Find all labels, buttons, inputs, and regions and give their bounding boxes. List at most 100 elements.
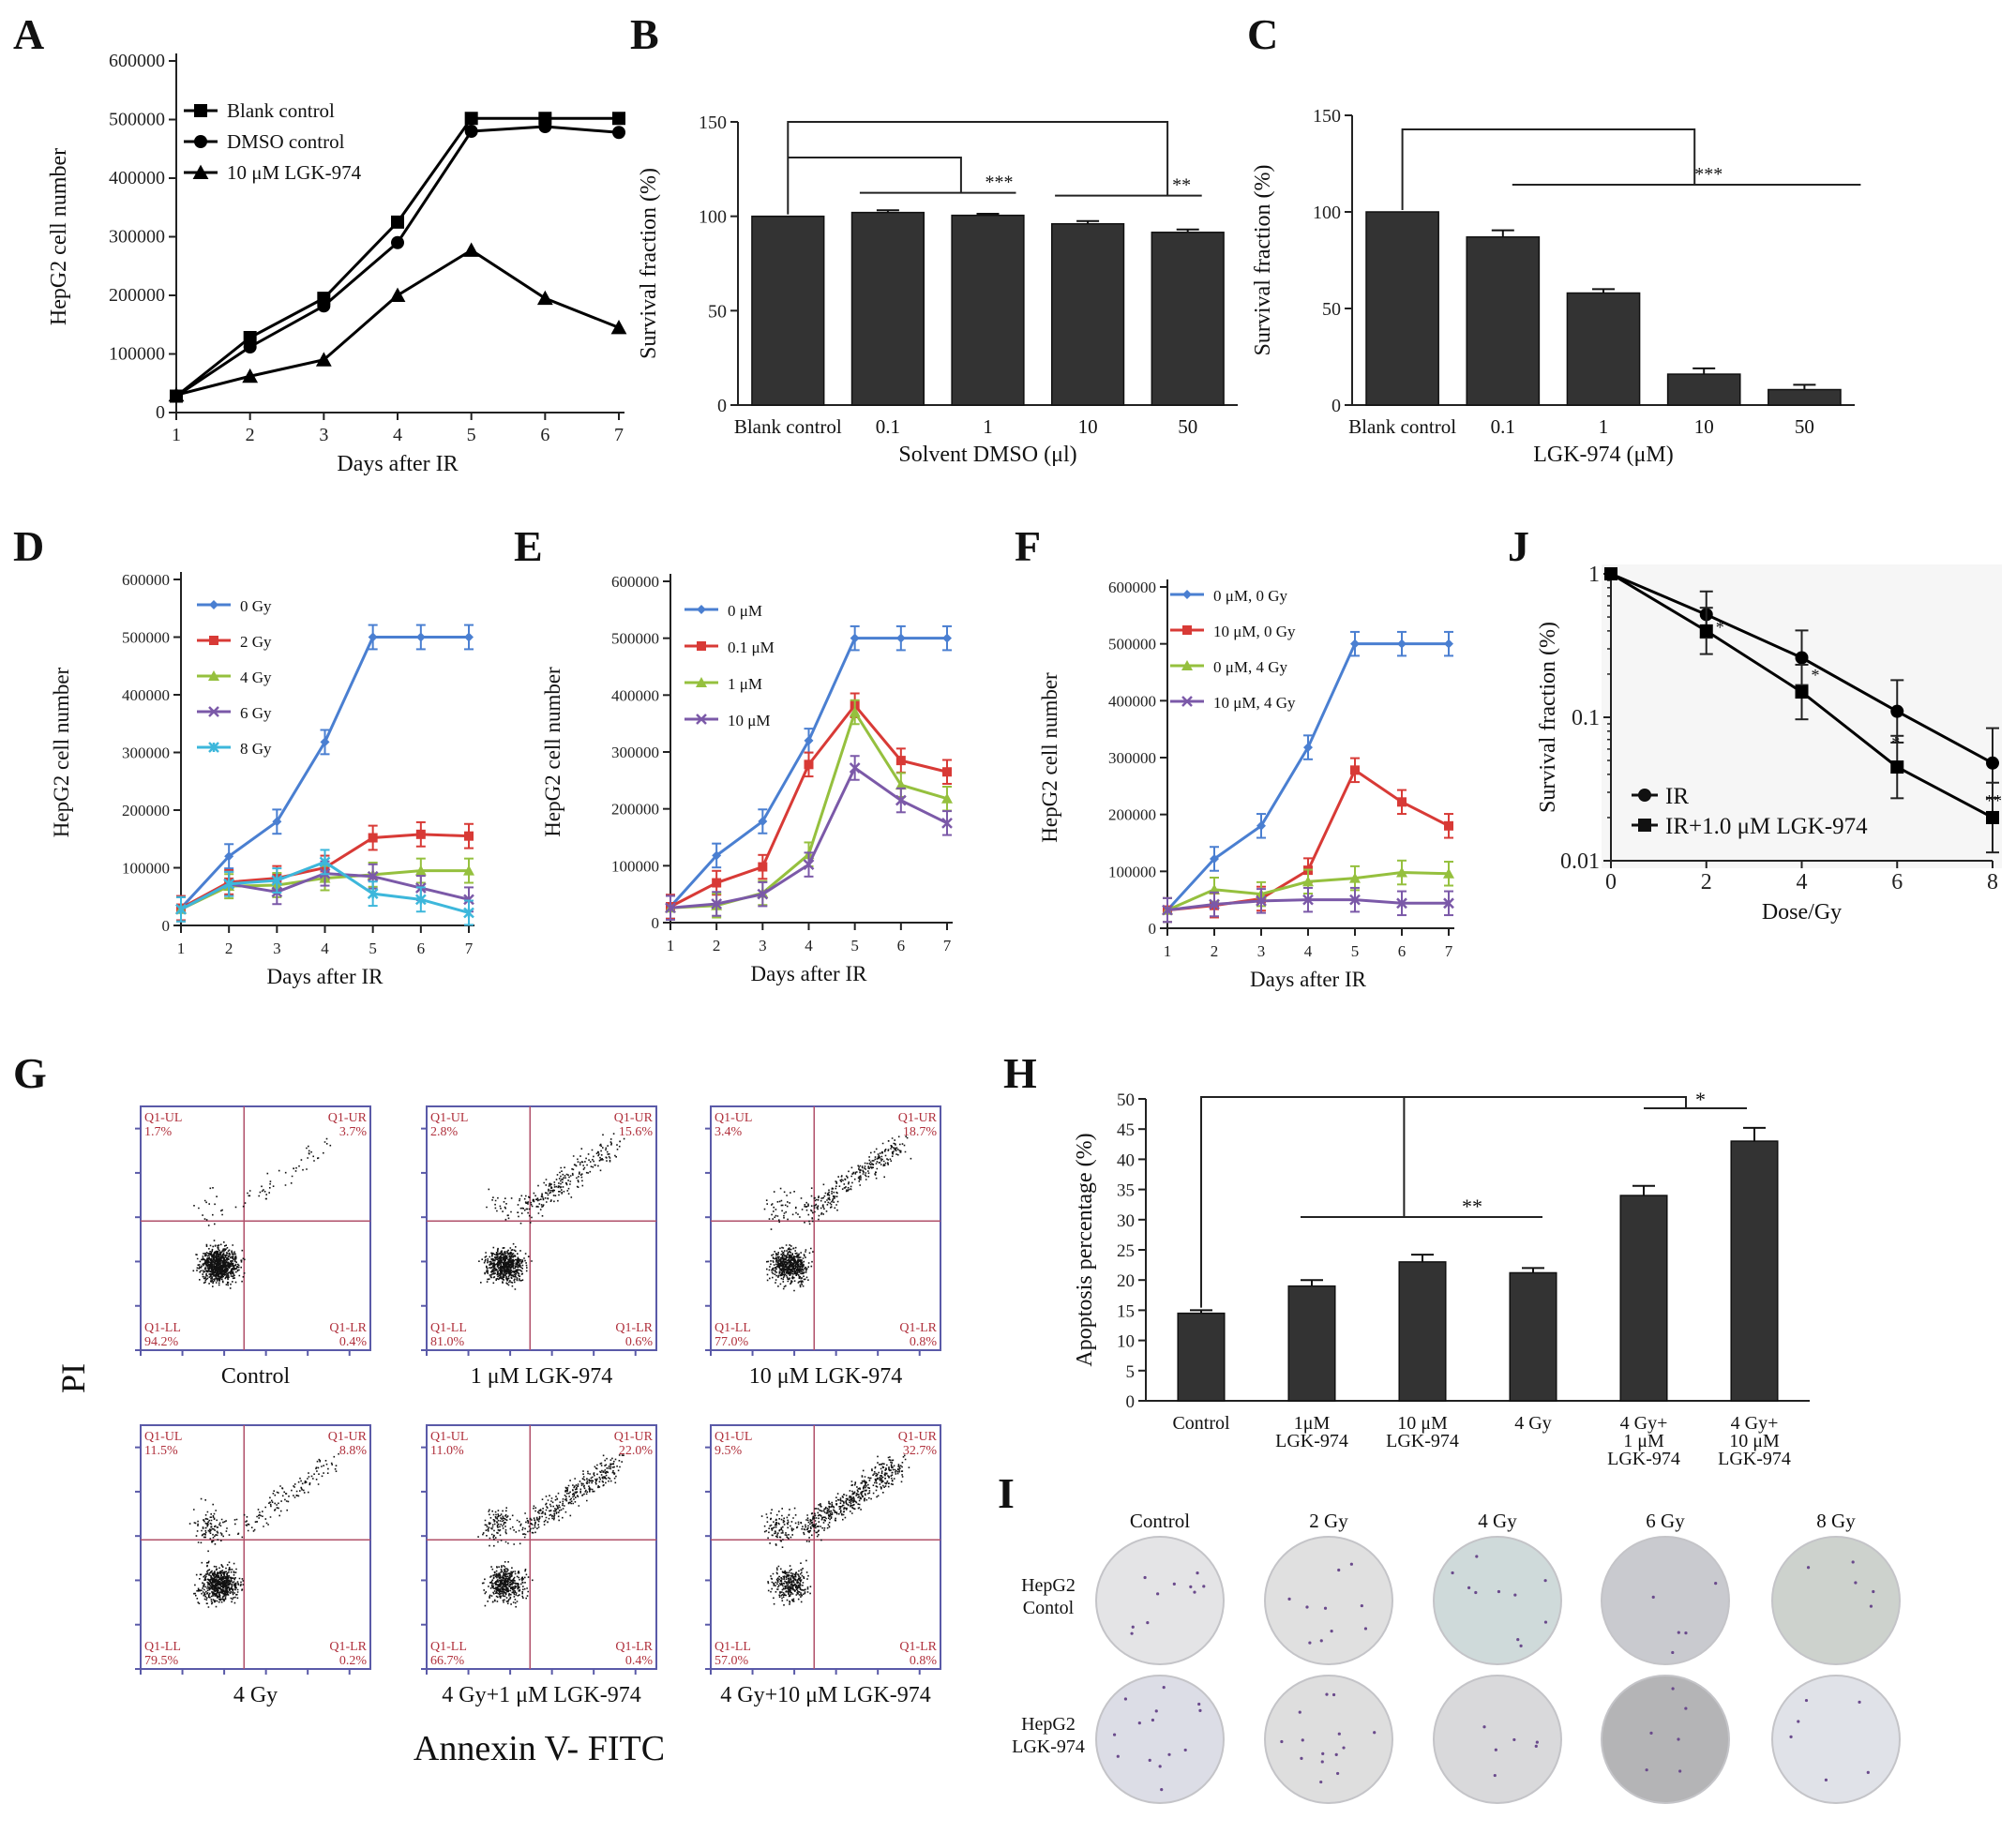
colony bbox=[1202, 1585, 1206, 1588]
data-point bbox=[463, 907, 474, 919]
x-tick-label: 6 bbox=[897, 937, 906, 955]
scatter-dots bbox=[192, 1137, 332, 1289]
y-tick-label: 400000 bbox=[122, 686, 170, 704]
bar bbox=[1619, 1195, 1668, 1402]
category-label: 0.1 bbox=[876, 415, 900, 438]
category-label: 50 bbox=[1795, 415, 1814, 438]
data-point bbox=[464, 831, 474, 841]
x-tick-label: 2 bbox=[246, 425, 255, 445]
colony bbox=[1319, 1780, 1323, 1784]
x-tick-label: 4 bbox=[1797, 870, 1808, 894]
panel-letter-e: E bbox=[514, 522, 543, 570]
y-tick-label: 200000 bbox=[109, 285, 165, 306]
colony bbox=[1148, 1758, 1151, 1762]
data-point bbox=[1396, 897, 1407, 909]
quadrant-value: 32.7% bbox=[903, 1444, 938, 1458]
data-point bbox=[1303, 743, 1313, 753]
x-tick-label: 6 bbox=[1891, 870, 1903, 894]
colony bbox=[1363, 1627, 1368, 1631]
data-point bbox=[803, 859, 815, 871]
x-tick-label: 2 bbox=[225, 940, 233, 957]
y-tick-label: 15 bbox=[1117, 1301, 1135, 1321]
data-point bbox=[391, 215, 404, 229]
y-tick-label: 500000 bbox=[122, 629, 170, 647]
quadrant-value: 22.0% bbox=[619, 1444, 654, 1458]
plate-column-label: Control bbox=[1130, 1510, 1190, 1532]
y-tick-label: 300000 bbox=[1108, 749, 1156, 767]
colony bbox=[1158, 1765, 1162, 1768]
bar bbox=[1566, 292, 1641, 406]
y-tick-label: 150 bbox=[699, 113, 727, 133]
colony bbox=[1334, 1752, 1338, 1756]
colony bbox=[1337, 1732, 1341, 1736]
data-point bbox=[415, 632, 426, 642]
data-point bbox=[414, 894, 427, 906]
plate-column-label: 2 Gy bbox=[1309, 1510, 1348, 1532]
quadrant-value: 1.7% bbox=[144, 1125, 173, 1139]
quadrant-name: Q1-LL bbox=[144, 1321, 181, 1335]
legend-label: 0.1 μM bbox=[728, 639, 775, 656]
dot-plot-frame bbox=[426, 1424, 657, 1670]
y-tick-label: 500000 bbox=[1108, 636, 1156, 654]
significance-bracket bbox=[1200, 1096, 1687, 1308]
category-label: LGK-974 bbox=[1386, 1431, 1459, 1451]
quadrant-value: 15.6% bbox=[619, 1125, 654, 1139]
y-tick-label: 600000 bbox=[611, 573, 659, 591]
data-point bbox=[243, 340, 257, 353]
x-tick-label: 0 bbox=[1605, 870, 1617, 894]
bar bbox=[1287, 1285, 1336, 1402]
data-point bbox=[317, 299, 331, 313]
y-tick-label: 1 bbox=[1588, 563, 1600, 587]
data-point bbox=[1443, 867, 1454, 879]
bar bbox=[1365, 211, 1439, 406]
data-point bbox=[712, 878, 722, 888]
data-point-stroke bbox=[1396, 897, 1407, 909]
x-tick-label: 7 bbox=[465, 940, 474, 957]
y-tick-label: 400000 bbox=[1108, 692, 1156, 710]
colony bbox=[1497, 1589, 1501, 1594]
x-tick-label: 8 bbox=[1987, 870, 1998, 894]
bar bbox=[1151, 232, 1225, 406]
data-point bbox=[1890, 760, 1904, 774]
colony bbox=[1671, 1687, 1675, 1691]
data-point-stroke bbox=[1443, 897, 1454, 909]
data-point bbox=[367, 888, 379, 900]
data-point bbox=[804, 759, 814, 770]
y-tick-label: 600000 bbox=[109, 51, 165, 71]
dot-plot-label: Control bbox=[221, 1364, 291, 1389]
bar bbox=[850, 211, 925, 406]
x-tick-label: 5 bbox=[1351, 942, 1360, 960]
data-point bbox=[665, 902, 676, 914]
y-tick-label: 0 bbox=[1331, 396, 1341, 416]
y-tick-label: 100 bbox=[699, 207, 727, 228]
colony bbox=[1482, 1725, 1486, 1729]
category-label: LGK-974 bbox=[1607, 1449, 1680, 1469]
scatter-dots bbox=[188, 1452, 339, 1608]
data-point bbox=[849, 762, 861, 774]
colony bbox=[1305, 1605, 1309, 1609]
data-point bbox=[223, 878, 235, 890]
culture-plate bbox=[1264, 1536, 1393, 1665]
category-label: Control bbox=[1172, 1413, 1230, 1434]
data-point bbox=[612, 126, 625, 140]
bar bbox=[1050, 222, 1125, 406]
panel-letter-d: D bbox=[13, 522, 44, 570]
data-point bbox=[1795, 685, 1809, 699]
colony bbox=[1789, 1735, 1793, 1738]
bar bbox=[951, 214, 1025, 406]
y-tick-label: 10 bbox=[1117, 1332, 1135, 1352]
data-point bbox=[610, 319, 627, 335]
scatter-dots bbox=[478, 1133, 625, 1290]
x-tick-label: 7 bbox=[943, 937, 952, 955]
x-axis-label: Days after IR bbox=[337, 452, 458, 476]
data-point bbox=[463, 242, 480, 257]
dot-plot-label: 10 μM LGK-974 bbox=[749, 1364, 903, 1389]
y-tick-label: 5 bbox=[1126, 1362, 1136, 1382]
x-tick-label: 7 bbox=[614, 425, 624, 445]
quadrant-name: Q1-LR bbox=[329, 1321, 367, 1335]
dot-plot-label: 4 Gy bbox=[233, 1683, 278, 1707]
data-point bbox=[1444, 639, 1453, 649]
